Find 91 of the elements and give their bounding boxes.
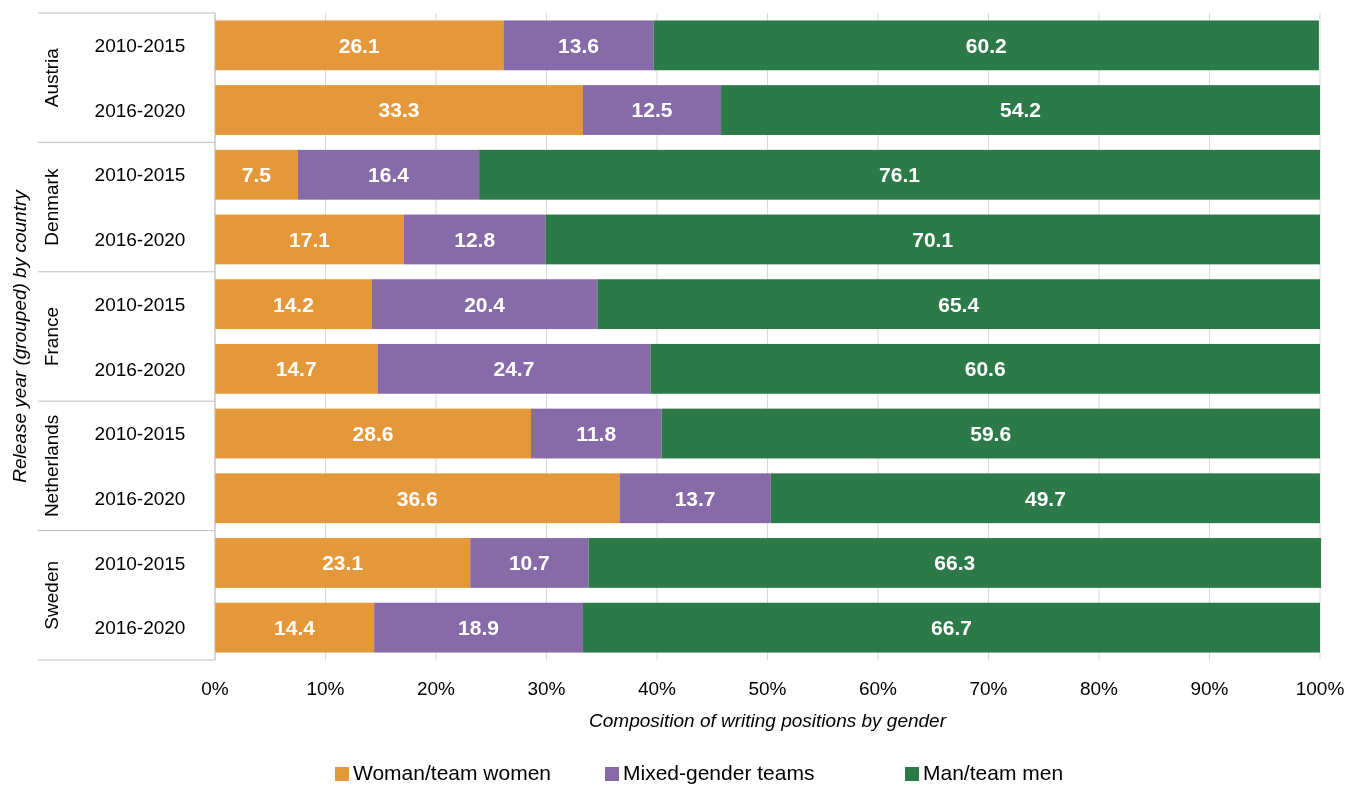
data-label: 59.6: [970, 421, 1012, 445]
data-label: 54.2: [1000, 98, 1041, 122]
bar: [582, 85, 722, 135]
text: Denmark: [41, 168, 62, 246]
x-tick-label: 20%: [416, 678, 456, 699]
legend-label: Woman/team women: [353, 761, 552, 784]
bar: [215, 214, 404, 265]
data-label: 18.9: [458, 616, 499, 639]
data-label: 10.7: [508, 551, 550, 575]
data-label: 11.8: [576, 421, 617, 445]
y-tick-label: 2010-2015: [94, 164, 186, 186]
data-label: 65.4: [938, 292, 980, 316]
x-tick-label: 30%: [527, 678, 566, 699]
x-tick-label: 70%: [969, 678, 1008, 699]
bar: [619, 473, 771, 524]
legend-label: Mixed-gender teams: [623, 761, 815, 784]
text: France: [41, 306, 62, 367]
data-label: 28.6: [352, 421, 394, 445]
bar: [215, 20, 504, 71]
y-tick-label: 2016-2020: [94, 99, 186, 121]
bar: [215, 343, 378, 394]
bar: [582, 602, 1320, 653]
x-tick-label: 60%: [858, 678, 898, 699]
data-label: 17.1: [289, 227, 331, 251]
bar: [661, 408, 1320, 459]
bar: [215, 408, 532, 459]
bar: [215, 85, 583, 135]
bar: [531, 408, 662, 459]
data-label: 14.7: [275, 357, 317, 381]
data-label: 66.7: [931, 616, 972, 639]
data-label: 23.1: [322, 551, 364, 575]
bar: [653, 20, 1319, 71]
x-tick-label: 40%: [637, 678, 677, 699]
x-tick-label: 80%: [1079, 678, 1119, 699]
text: Austria: [41, 47, 62, 108]
data-label: 36.6: [396, 486, 438, 510]
text: Sweden: [41, 560, 62, 630]
y-tick-label: 2016-2020: [94, 358, 186, 380]
bar: [588, 538, 1322, 588]
bar: [371, 279, 598, 330]
bar: [770, 473, 1320, 524]
bar: [297, 149, 480, 200]
bar: [377, 343, 651, 394]
data-label: 70.1: [912, 227, 954, 251]
bar: [470, 538, 589, 588]
data-label: 14.2: [273, 292, 314, 316]
bar: [403, 214, 546, 265]
y-tick-label: 2016-2020: [94, 487, 186, 509]
bar: [215, 279, 372, 330]
bar: [503, 20, 654, 71]
bar: [215, 538, 471, 588]
data-label: 14.4: [274, 616, 316, 639]
text: Netherlands: [41, 414, 62, 518]
y-tick-label: 2010-2015: [94, 552, 186, 574]
data-label: 24.7: [493, 357, 535, 381]
data-label: 13.7: [674, 486, 716, 510]
legend-label: Man/team men: [923, 761, 1064, 784]
bar: [597, 279, 1320, 330]
data-label: 26.1: [338, 33, 380, 57]
data-label: 60.6: [964, 357, 1006, 381]
x-axis-title: Composition of writing positions by gender: [589, 710, 947, 731]
y-tick-label: 2010-2015: [94, 293, 186, 315]
y-axis-title: Release year (grouped) by country: [9, 188, 30, 483]
y-tick-label: 2010-2015: [94, 35, 186, 56]
bar: [374, 602, 583, 653]
x-tick-label: 90%: [1190, 678, 1229, 699]
data-label: 76.1: [879, 163, 921, 187]
bar: [215, 149, 298, 200]
bar: [721, 85, 1320, 135]
bar: [215, 602, 375, 653]
data-label: 66.3: [934, 551, 976, 575]
bar: [479, 149, 1320, 200]
data-label: 60.2: [965, 33, 1007, 57]
x-tick-label: 0%: [201, 678, 229, 699]
data-label: 49.7: [1024, 486, 1066, 510]
data-label: 33.3: [378, 98, 420, 122]
data-label: 12.5: [631, 98, 673, 122]
x-tick-label: 100%: [1295, 678, 1345, 699]
data-label: 16.4: [368, 163, 410, 187]
x-tick-label: 10%: [306, 678, 345, 699]
data-label: 12.8: [454, 227, 496, 251]
bar: [545, 214, 1320, 265]
bar: [215, 473, 620, 524]
y-tick-label: 2016-2020: [94, 229, 186, 251]
y-tick-label: 2016-2020: [94, 617, 186, 639]
bar: [650, 343, 1320, 394]
y-tick-label: 2010-2015: [94, 423, 186, 445]
data-label: 7.5: [241, 163, 272, 187]
x-tick-label: 50%: [748, 678, 787, 699]
data-label: 13.6: [558, 33, 599, 57]
data-label: 20.4: [464, 292, 506, 316]
